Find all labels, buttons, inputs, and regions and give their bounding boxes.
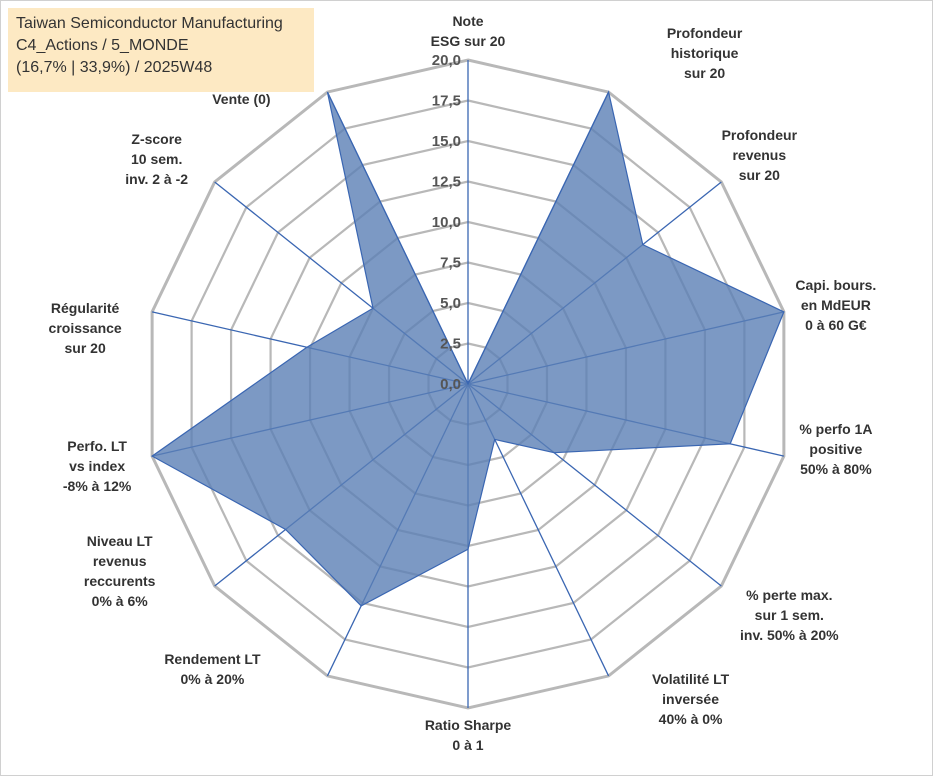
axis-label: % perfo 1A positive 50% à 80% [799,421,872,477]
title-line-stats: (16,7% | 33,9%) / 2025W48 [16,59,213,76]
title-box: Taiwan Semiconductor Manufacturing C4_Ac… [8,8,314,92]
radar-tick-labels: 0,0 2,5 5,0 7,5 10,0 12,5 15,0 17,5 20,0 [432,52,461,393]
tick-label: 20,0 [432,52,461,69]
radar-axis-labels: Note ESG sur 20 Profondeur historique sur 20… [49,13,877,753]
axis-label: Ratio Sharpe 0 à 1 [425,717,512,753]
axis-label: % perte max. sur 1 sem. inv. 50% à 20% [740,587,839,643]
tick-label: 15,0 [432,133,461,150]
axis-label: Volatilité LT inversée 40% à 0% [652,671,730,727]
axis-label: Régularité croissance sur 20 [49,300,122,356]
axis-label: Niveau LT revenus reccurents 0% à 6% [84,533,156,609]
tick-label: 12,5 [432,174,461,191]
title-line-category: C4_Actions / 5_MONDE [16,37,189,54]
radar-series [150,90,785,607]
tick-label: 5,0 [440,295,461,312]
axis-label: Rendement LT 0% à 20% [164,651,261,687]
title-line-company: Taiwan Semiconductor Manufacturing [16,15,283,32]
tick-label: 10,0 [432,214,461,231]
axis-label: Profondeur revenus sur 20 [722,127,798,183]
tick-label: 7,5 [440,255,461,272]
axis-label: Profondeur historique sur 20 [667,25,743,81]
tick-label: 2,5 [440,336,461,353]
axis-label: Perfo. LT vs index -8% à 12% [63,438,132,494]
axis-label: Capi. bours. en MdEUR 0 à 60 G€ [795,277,876,333]
tick-label: 0,0 [440,376,461,393]
tick-label: 17,5 [432,93,461,110]
axis-label: Z-score 10 sem. inv. 2 à -2 [125,131,188,187]
axis-label: Note ESG sur 20 [431,13,506,49]
